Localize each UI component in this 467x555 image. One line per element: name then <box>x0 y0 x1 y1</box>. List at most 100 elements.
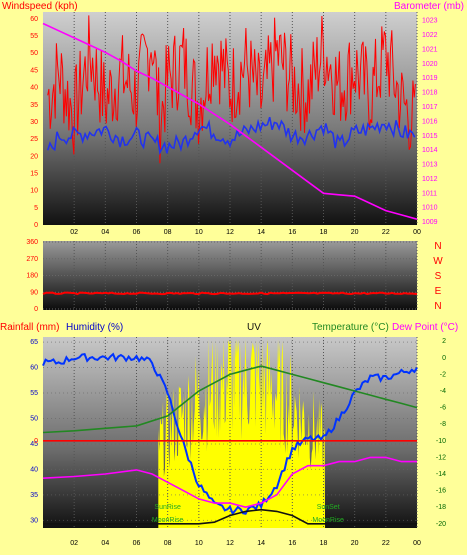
wind-tick-label: 40 <box>30 85 38 92</box>
x-tick-label: 02 <box>70 229 78 236</box>
temp-axis-label: Temperature (°C) <box>312 322 389 333</box>
baro-tick-label: 1022 <box>422 32 438 39</box>
uv-axis-label: UV <box>247 322 261 333</box>
wind-tick-label: 45 <box>30 67 38 74</box>
x-tick-label: 06 <box>133 540 141 547</box>
humidity-tick-label: 45 <box>30 441 38 448</box>
direction-tick-label: 0 <box>34 306 38 313</box>
baro-tick-label: 1020 <box>422 61 438 68</box>
x-tick-label: 14 <box>257 540 265 547</box>
compass-label: N <box>434 241 441 252</box>
direction-tick-label: 180 <box>26 273 38 280</box>
wind_avg-series-line <box>46 116 416 156</box>
baro-tick-label: 1017 <box>422 104 438 111</box>
compass-label: N <box>434 301 441 312</box>
temp-tick-label: 2 <box>442 338 446 345</box>
x-tick-label: 18 <box>320 540 328 547</box>
uv-area-fill <box>158 339 326 528</box>
wind-series-line <box>47 15 416 164</box>
baro-tick-label: 1021 <box>422 46 438 53</box>
baro-tick-label: 1018 <box>422 90 438 97</box>
humidity-axis-label: Humidity (%) <box>66 322 123 333</box>
temp-tick-label: -2 <box>440 371 446 378</box>
humidity-tick-label: 65 <box>30 339 38 346</box>
baro-tick-label: 1015 <box>422 133 438 140</box>
x-tick-label: 16 <box>288 229 296 236</box>
humidity-tick-label: 30 <box>30 517 38 524</box>
wind-axis-label: Windspeed (kph) <box>2 1 78 12</box>
baro-axis-label: Barometer (mb) <box>394 1 464 12</box>
x-tick-label: 12 <box>226 229 234 236</box>
x-tick-label: 10 <box>195 540 203 547</box>
moonrise-label: MoonRise <box>312 517 344 524</box>
temp-tick-label: -10 <box>436 438 446 445</box>
sun-series-line <box>43 508 417 525</box>
humidity-tick-label: 35 <box>30 492 38 499</box>
temp-tick-label: -14 <box>436 471 446 478</box>
x-tick-label: 08 <box>164 229 172 236</box>
x-tick-label: 06 <box>133 229 141 236</box>
humidity-tick-label: 55 <box>30 390 38 397</box>
wind-tick-label: 20 <box>30 153 38 160</box>
direction-tick-label: 360 <box>26 239 38 246</box>
baro-tick-label: 1019 <box>422 75 438 82</box>
wind-plot-area <box>43 12 417 225</box>
x-tick-label: 16 <box>288 540 296 547</box>
temp-series-line <box>42 365 418 434</box>
rain-axis-label: Rainfall (mm) <box>0 322 59 333</box>
x-tick-label: 14 <box>257 229 265 236</box>
wind-tick-label: 25 <box>30 136 38 143</box>
wind-tick-label: 60 <box>30 16 38 23</box>
x-tick-label: 20 <box>351 540 359 547</box>
x-tick-label: 22 <box>382 540 390 547</box>
x-tick-label: 18 <box>320 229 328 236</box>
baro-tick-label: 1013 <box>422 162 438 169</box>
sunrise-label: SunRise <box>154 504 181 511</box>
baro-series-line <box>42 22 418 220</box>
wind-tick-label: 10 <box>30 188 38 195</box>
baro-tick-label: 1023 <box>422 18 438 25</box>
wind-tick-label: 30 <box>30 119 38 126</box>
humidity-tick-label: 60 <box>30 365 38 372</box>
temp-tick-label: -6 <box>440 405 446 412</box>
compass-label: W <box>433 256 443 267</box>
wind-tick-label: 55 <box>30 33 38 40</box>
temp-tick-label: -8 <box>440 421 446 428</box>
direction-tick-label: 270 <box>26 256 38 263</box>
sunset-label: SunSet <box>317 504 340 511</box>
x-tick-label: 12 <box>226 540 234 547</box>
compass-label: E <box>435 286 442 297</box>
humidity-tick-label: 40 <box>30 466 38 473</box>
x-tick-label: 02 <box>70 540 78 547</box>
x-tick-label: 22 <box>382 229 390 236</box>
humidity-tick-label: 50 <box>30 415 38 422</box>
baro-tick-label: 1011 <box>422 190 437 197</box>
rain-tick-label: 0 <box>34 438 38 445</box>
baro-tick-label: 1009 <box>422 219 438 226</box>
temp-tick-label: -18 <box>436 504 446 511</box>
compass-label: S <box>435 271 442 282</box>
x-tick-label: 00 <box>413 540 421 547</box>
baro-tick-label: 1012 <box>422 176 438 183</box>
dewpoint-series-line <box>42 456 417 509</box>
wind-tick-label: 50 <box>30 50 38 57</box>
x-tick-label: 04 <box>101 229 109 236</box>
moonrise-label: MoonRise <box>152 517 184 524</box>
temp-tick-label: -16 <box>436 488 446 495</box>
wind-tick-label: 0 <box>34 222 38 229</box>
wind-tick-label: 5 <box>34 205 38 212</box>
temp-tick-label: -12 <box>436 454 446 461</box>
baro-tick-label: 1016 <box>422 118 438 125</box>
x-tick-label: 08 <box>164 540 172 547</box>
baro-tick-label: 1014 <box>422 147 438 154</box>
x-tick-label: 20 <box>351 229 359 236</box>
x-tick-label: 10 <box>195 229 203 236</box>
baro-tick-label: 1010 <box>422 205 438 212</box>
temp-tick-label: -20 <box>436 521 446 528</box>
temp-tick-label: 0 <box>442 355 446 362</box>
wind-tick-label: 35 <box>30 102 38 109</box>
x-tick-label: 04 <box>101 540 109 547</box>
direction-tick-label: 90 <box>30 289 38 296</box>
x-tick-label: 00 <box>413 229 421 236</box>
